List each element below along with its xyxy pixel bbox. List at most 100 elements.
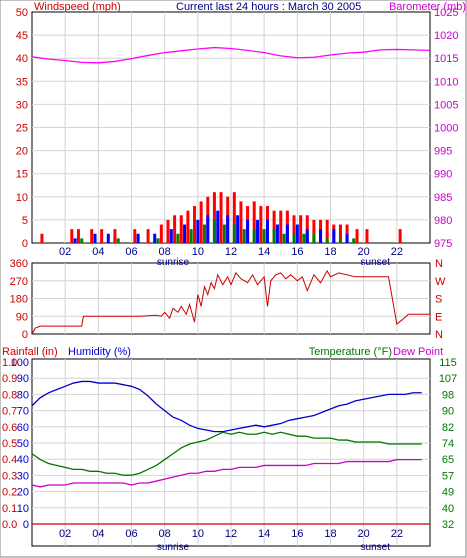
temperature-tick-label: 65 bbox=[442, 454, 454, 466]
wind-bar bbox=[106, 233, 110, 243]
wind-x-tick-label: 16 bbox=[291, 246, 303, 258]
speed-bar bbox=[282, 233, 286, 243]
windspeed-axis-label: Windspeed (mph) bbox=[34, 1, 121, 13]
baro-right-tick-label: 1010 bbox=[434, 76, 458, 88]
gust-bar bbox=[199, 201, 203, 243]
wind-left-tick-label: 0 bbox=[22, 238, 28, 250]
gust-bar bbox=[292, 215, 296, 243]
wind-bar bbox=[246, 219, 250, 243]
wind-left-tick-label: 5 bbox=[22, 215, 28, 227]
wind-left-tick-label: 40 bbox=[16, 53, 28, 65]
humidity-tick-label: 70 bbox=[17, 406, 29, 418]
gust-bar bbox=[40, 233, 44, 243]
humidity-tick-label: 20 bbox=[17, 487, 29, 499]
gust-bar bbox=[355, 229, 359, 243]
wind-x-tick-label: 18 bbox=[324, 246, 336, 258]
gust-bar bbox=[325, 219, 329, 243]
direction-left-tick-label: 180 bbox=[10, 294, 28, 306]
gust-bar bbox=[179, 215, 183, 243]
speed-bar bbox=[222, 224, 226, 243]
wind-left-tick-label: 30 bbox=[16, 99, 28, 111]
rain-tick-label: 0.0 bbox=[2, 519, 17, 531]
thermo-sunset-label: sunset bbox=[361, 542, 391, 553]
gust-bar bbox=[113, 229, 117, 243]
baro-right-tick-label: 980 bbox=[434, 215, 452, 227]
gust-bar bbox=[312, 219, 316, 243]
speed-bar bbox=[242, 229, 246, 243]
rain-tick-label: 0.3 bbox=[2, 470, 17, 482]
speed-bar bbox=[302, 233, 306, 243]
gust-bar bbox=[166, 219, 170, 243]
wind-left-tick-label: 15 bbox=[16, 169, 28, 181]
wind-x-tick-label: 22 bbox=[391, 246, 403, 258]
gust-bar bbox=[173, 215, 177, 243]
temperature-line bbox=[31, 431, 422, 476]
direction-compass-label: N bbox=[435, 258, 443, 270]
wind-bar bbox=[265, 219, 269, 243]
rainfall-axis-label: Rainfall (in) bbox=[2, 346, 58, 358]
wind-left-tick-label: 25 bbox=[16, 123, 28, 135]
temperature-tick-label: 115 bbox=[439, 357, 457, 369]
direction-left-tick-label: 360 bbox=[10, 258, 28, 270]
humidity-tick-label: 100 bbox=[11, 357, 29, 369]
wind-x-tick-label: 06 bbox=[125, 246, 137, 258]
temperature-tick-label: 98 bbox=[442, 389, 454, 401]
wind-x-tick-label: 12 bbox=[225, 246, 237, 258]
temperature-tick-label: 74 bbox=[442, 438, 454, 450]
gust-bar bbox=[146, 229, 150, 243]
sunset-label: sunset bbox=[361, 257, 391, 268]
gust-bar bbox=[159, 224, 163, 243]
wind-bar bbox=[285, 224, 289, 243]
wind-bar bbox=[169, 229, 173, 243]
speed-bar bbox=[338, 238, 342, 243]
dewpoint-line bbox=[31, 458, 422, 488]
rain-tick-label: 0.2 bbox=[2, 487, 17, 499]
direction-compass-label: N bbox=[435, 329, 443, 341]
humidity-tick-label: 30 bbox=[17, 470, 29, 482]
wind-x-tick-label: 04 bbox=[92, 246, 104, 258]
wind-x-tick-label: 02 bbox=[59, 246, 71, 258]
humidity-tick-label: 40 bbox=[17, 454, 29, 466]
rain-tick-label: 0.4 bbox=[2, 454, 17, 466]
thermo-x-tick-label: 02 bbox=[59, 528, 71, 540]
direction-compass-label: W bbox=[435, 276, 446, 288]
temperature-tick-label: 107 bbox=[439, 373, 457, 385]
thermo-x-tick-label: 04 bbox=[92, 528, 104, 540]
gust-bar bbox=[252, 201, 256, 243]
dewpoint-axis-label: Dew Point bbox=[393, 346, 443, 358]
rain-tick-label: 0.1 bbox=[2, 503, 17, 515]
baro-right-tick-label: 1025 bbox=[434, 7, 458, 19]
wind-x-tick-label: 10 bbox=[192, 246, 204, 258]
direction-compass-label: E bbox=[435, 311, 442, 323]
wind-bar bbox=[196, 219, 200, 243]
wind-bar bbox=[136, 233, 140, 243]
humidity-tick-label: 0 bbox=[23, 519, 29, 531]
direction-left-tick-label: 0 bbox=[22, 329, 28, 341]
speed-bar bbox=[232, 224, 236, 243]
gust-bar bbox=[76, 229, 80, 243]
speed-bar bbox=[352, 238, 356, 243]
barometer-axis-label: Barometer (mb) bbox=[389, 1, 466, 13]
rain-tick-label: 0.7 bbox=[2, 406, 17, 418]
thermo-sunrise-label: sunrise bbox=[157, 542, 190, 553]
wind-bar bbox=[183, 224, 187, 243]
baro-right-tick-label: 1005 bbox=[434, 99, 458, 111]
temperature-tick-label: 90 bbox=[442, 406, 454, 418]
sunrise-label: sunrise bbox=[157, 257, 190, 268]
rain-tick-label: 0.8 bbox=[2, 389, 17, 401]
baro-right-tick-label: 995 bbox=[434, 146, 452, 158]
gust-bar bbox=[398, 229, 402, 243]
gust-bar bbox=[272, 210, 276, 243]
speed-bar bbox=[80, 238, 84, 243]
wind-bar bbox=[319, 229, 323, 243]
barometer-line bbox=[31, 46, 431, 64]
speed-bar bbox=[262, 229, 266, 243]
wind-bar bbox=[332, 229, 336, 243]
temperature-tick-label: 57 bbox=[442, 470, 454, 482]
direction-left-tick-label: 270 bbox=[10, 276, 28, 288]
wind-left-tick-label: 20 bbox=[16, 146, 28, 158]
rain-tick-label: 0.6 bbox=[2, 422, 17, 434]
gust-bar bbox=[219, 192, 223, 243]
chart-title: Current last 24 hours : March 30 2005 bbox=[176, 1, 361, 13]
